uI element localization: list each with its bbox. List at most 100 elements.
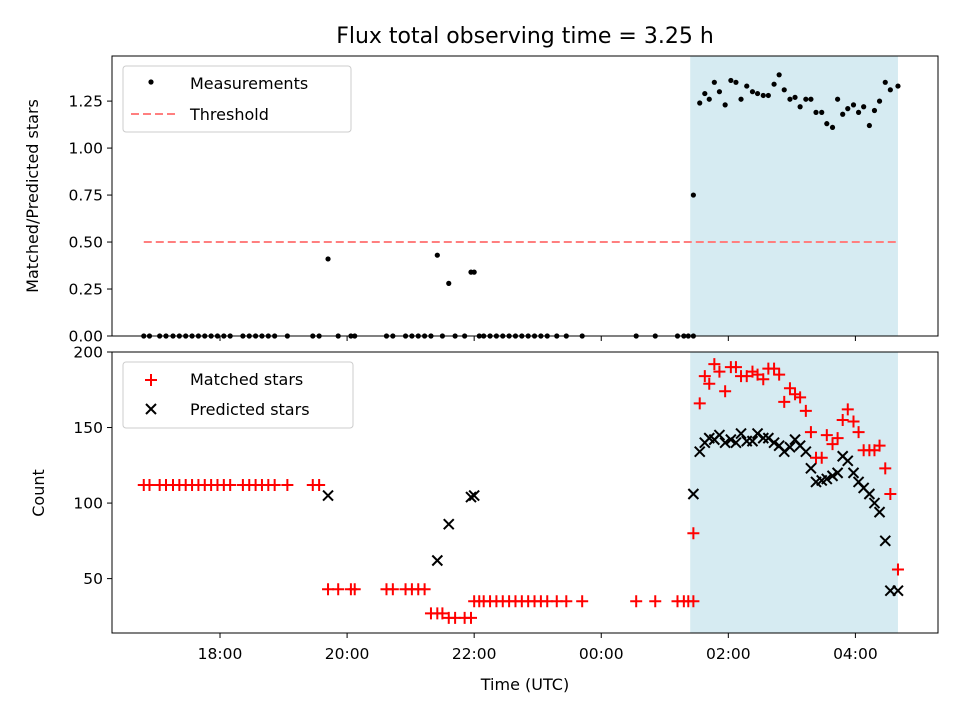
- top-axes-frame: [111, 55, 939, 337]
- measurement-point: [765, 92, 771, 99]
- measurement-point: [776, 72, 782, 78]
- matched-star-point: [386, 583, 399, 596]
- measurement-point: [787, 96, 793, 102]
- bottom-x-tick-label: 02:00: [706, 645, 751, 663]
- measurement-point: [446, 280, 452, 286]
- matched-star-point: [729, 361, 742, 374]
- bottom-legend: Matched stars Predicted stars: [122, 361, 354, 429]
- measurement-point: [835, 96, 841, 102]
- legend-measurements-label: Measurements: [190, 74, 308, 93]
- predicted-star-point: [431, 554, 444, 567]
- bottom-legend-box: [122, 361, 354, 429]
- predicted-star-point: [784, 441, 796, 453]
- bottom-y-ticks: 50 100 150 200: [73, 344, 112, 588]
- matched-star-point: [841, 403, 854, 416]
- bottom-panel: 50 100 150 200 18:00 20:00 22:00 00:00 02:00 04:…: [29, 344, 939, 694]
- measurement-point: [690, 192, 696, 198]
- legend-predicted-marker: [145, 403, 157, 415]
- matched-star-point: [804, 426, 817, 439]
- measurement-point: [813, 109, 819, 115]
- predicted-star-point: [694, 446, 706, 458]
- bottom-y-axis-label: Count: [29, 469, 48, 517]
- bottom-axes-frame: [111, 351, 939, 634]
- matched-star-point: [778, 395, 791, 408]
- bottom-y-tick-label: 200: [73, 344, 103, 362]
- matched-star-point: [820, 429, 833, 442]
- measurement-point: [471, 269, 477, 275]
- measurement-point: [829, 124, 836, 131]
- matched-star-point: [708, 358, 721, 371]
- matched-star-point: [757, 373, 770, 386]
- measurement-point: [792, 94, 798, 100]
- top-y-tick-label: 0.50: [68, 234, 103, 252]
- predicted-star-point: [757, 432, 769, 444]
- matched-star-point: [891, 563, 904, 576]
- predicted-star-point: [868, 497, 881, 509]
- bottom-x-tick-label: 00:00: [579, 645, 624, 663]
- matched-star-point: [576, 595, 589, 608]
- top-y-tick-label: 0.00: [68, 328, 103, 346]
- matched-star-point: [703, 377, 716, 390]
- matched-star-point: [873, 439, 886, 452]
- measurement-point: [808, 96, 814, 102]
- matched-star-point: [799, 404, 812, 417]
- measurement-point: [738, 96, 744, 102]
- measurement-point: [749, 89, 756, 95]
- top-y-tick-label: 0.25: [68, 281, 103, 299]
- measurement-point: [722, 102, 728, 108]
- matched-star-point: [687, 527, 700, 540]
- measurement-point: [845, 106, 851, 112]
- measurement-point: [824, 121, 830, 127]
- bottom-x-tick-label: 20:00: [325, 645, 370, 663]
- measurement-point: [325, 256, 331, 262]
- matched-star-point: [884, 488, 897, 501]
- measurement-point: [771, 81, 777, 87]
- legend-matched-marker: [145, 374, 157, 386]
- matched-star-point: [852, 426, 865, 439]
- measurement-point: [706, 96, 712, 102]
- measurement-point: [819, 109, 825, 115]
- matched-star-point: [693, 397, 706, 410]
- chart-title: Flux total observing time = 3.25 h: [336, 24, 714, 49]
- bottom-y-tick-label: 50: [83, 570, 103, 588]
- predicted-star-point: [713, 429, 726, 441]
- measurement-point: [876, 98, 883, 104]
- top-y-tick-label: 1.00: [68, 140, 103, 158]
- matched-star-point: [313, 478, 326, 491]
- measurement-point: [861, 104, 867, 110]
- top-legend-box: [122, 65, 352, 133]
- bottom-x-tick-label: 04:00: [833, 645, 878, 663]
- matched-star-point: [436, 607, 449, 620]
- matched-star-point: [224, 478, 237, 491]
- predicted-stars-points: [322, 427, 904, 597]
- measurement-point: [871, 107, 878, 114]
- legend-matched-label: Matched stars: [190, 370, 303, 389]
- matched-star-point: [281, 478, 294, 491]
- matched-star-point: [831, 432, 844, 445]
- measurement-point: [840, 111, 846, 117]
- matched-star-point: [464, 611, 477, 624]
- matched-star-point: [418, 583, 431, 596]
- measurement-point: [866, 122, 872, 129]
- top-y-tick-label: 1.25: [68, 93, 103, 111]
- legend-threshold-label: Threshold: [189, 105, 269, 124]
- matched-star-point: [773, 368, 786, 381]
- top-y-tick-label: 0.75: [68, 187, 103, 205]
- predicted-star-point: [443, 518, 455, 530]
- predicted-star-point: [879, 535, 891, 547]
- x-axis-label: Time (UTC): [480, 675, 569, 694]
- top-y-ticks: 0.00 0.25 0.50 0.75 1.00 1.25: [68, 93, 112, 346]
- matched-star-point: [687, 595, 700, 608]
- matched-star-point: [826, 438, 839, 451]
- measurement-point: [781, 87, 787, 93]
- measurement-point: [744, 83, 750, 89]
- top-panel: 0.00 0.25 0.50 0.75 1.00 1.25 Matched/Predict…: [23, 55, 939, 346]
- measurement-point: [887, 87, 893, 93]
- predicted-star-point: [768, 436, 780, 449]
- top-y-axis-label: Matched/Predicted stars: [23, 99, 42, 293]
- predicted-star-point: [322, 489, 334, 502]
- measurement-point: [797, 104, 803, 110]
- matched-star-point: [847, 415, 860, 428]
- bottom-x-tick-label: 18:00: [198, 645, 243, 663]
- measurement-point: [434, 252, 440, 258]
